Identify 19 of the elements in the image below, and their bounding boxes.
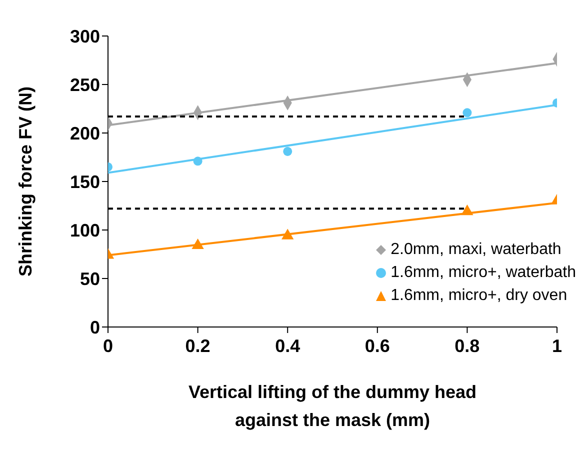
y-axis-title: Shrinking force FV (N) — [16, 86, 36, 277]
legend-label: 1.6mm, micro+, waterbath — [390, 263, 576, 283]
y-tick-label: 200 — [70, 123, 100, 144]
y-tick-label: 0 — [90, 317, 100, 338]
y-tick-label: 100 — [70, 220, 100, 240]
x-tick-label: 0.6 — [364, 336, 390, 356]
y-tick-label: 50 — [80, 268, 100, 289]
x-tick-label: 0.4 — [275, 336, 300, 356]
y-tick-label: 250 — [70, 74, 100, 95]
x-tick-label: 1 — [552, 336, 562, 356]
legend-label: 1.6mm, micro+, dry oven — [390, 286, 568, 306]
x-tick-label: 0.8 — [454, 336, 480, 356]
x-tick-label: 0.2 — [185, 336, 210, 356]
x-axis-title: Vertical lifting of the dummy head against the mask (mm) — [187, 381, 478, 432]
y-tick-label: 150 — [70, 172, 100, 192]
x-tick-label: 0 — [102, 336, 114, 356]
point — [283, 146, 292, 156]
legend-label: 2.0mm, maxi, waterbath — [390, 240, 562, 260]
y-tick-label: 300 — [70, 26, 100, 46]
